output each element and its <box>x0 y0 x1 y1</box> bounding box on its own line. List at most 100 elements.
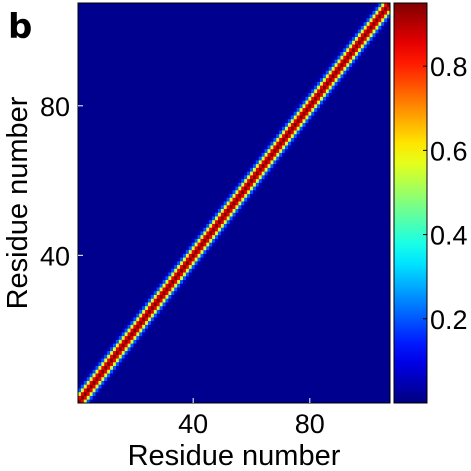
heatmap-cell <box>311 85 315 90</box>
heatmap-cell <box>293 111 298 116</box>
heatmap-cell <box>98 361 102 367</box>
heatmap-cell <box>267 156 271 161</box>
heatmap-cell <box>147 294 152 299</box>
heatmap-cell <box>145 309 149 314</box>
heatmap-cell <box>200 249 204 254</box>
heatmap-cell <box>244 189 248 195</box>
heatmap-cell <box>331 81 335 86</box>
heatmap-cell <box>156 294 161 299</box>
heatmap-cell <box>285 126 289 131</box>
x-tick-label: 80 <box>295 409 325 439</box>
heatmap-cell <box>276 141 280 146</box>
heatmap-cell <box>232 212 236 217</box>
heatmap-cell <box>296 115 301 120</box>
heatmap-cell <box>250 163 254 168</box>
heatmap-plot-area <box>77 2 391 404</box>
heatmap-cell <box>83 395 88 400</box>
heatmap-cell <box>322 81 327 86</box>
heatmap-cell <box>153 287 158 292</box>
heatmap-cell <box>121 354 126 359</box>
heatmap-cell <box>375 17 379 23</box>
heatmap-cell <box>226 219 231 224</box>
heatmap-cell <box>311 115 315 120</box>
heatmap-cell <box>92 384 96 389</box>
heatmap-cell <box>372 6 376 11</box>
heatmap-cell <box>340 77 344 82</box>
heatmap-cell <box>340 51 344 56</box>
heatmap-cell <box>86 384 91 389</box>
heatmap-cell <box>311 107 315 112</box>
heatmap-cell <box>78 384 82 389</box>
heatmap-cell <box>308 92 312 97</box>
heatmap-cell <box>343 59 347 64</box>
heatmap-cell <box>107 369 111 374</box>
heatmap-cell <box>212 227 216 232</box>
heatmap-cell <box>352 32 356 38</box>
heatmap-cell <box>273 133 277 138</box>
heatmap-cell <box>255 174 260 180</box>
heatmap-cell <box>220 223 225 228</box>
heatmap-cell <box>308 100 312 105</box>
heatmap-cell <box>360 40 365 45</box>
heatmap-cell <box>174 268 178 273</box>
heatmap-cell <box>139 335 143 340</box>
heatmap-cell <box>314 88 318 94</box>
heatmap-cell <box>150 298 155 303</box>
heatmap-cell <box>273 148 277 153</box>
heatmap-cell <box>212 223 216 228</box>
heatmap-cell <box>267 141 271 146</box>
heatmap-cell <box>115 365 120 370</box>
heatmap-cell <box>238 201 242 206</box>
heatmap-cell <box>206 231 210 236</box>
heatmap-cell <box>331 59 335 64</box>
heatmap-cell <box>107 365 111 370</box>
heatmap-cell <box>115 346 120 352</box>
heatmap-cell <box>107 346 111 352</box>
heatmap-cell <box>250 189 254 195</box>
heatmap-cell <box>121 339 126 344</box>
heatmap-cell <box>229 197 233 202</box>
heatmap-cell <box>182 260 187 266</box>
heatmap-cell <box>369 32 373 38</box>
heatmap-cell <box>232 216 236 221</box>
heatmap-cell <box>165 294 169 299</box>
heatmap-cell <box>226 208 231 213</box>
heatmap-cell <box>331 85 335 90</box>
heatmap-cell <box>130 317 134 322</box>
heatmap-cell <box>110 350 114 355</box>
heatmap-cell <box>217 208 222 213</box>
heatmap-cell <box>89 373 93 378</box>
heatmap-cell <box>229 204 233 210</box>
heatmap-cell <box>372 21 376 26</box>
heatmap-cell <box>89 391 93 396</box>
heatmap-cell <box>378 14 382 19</box>
heatmap-cell <box>258 174 263 180</box>
heatmap-cell <box>203 227 207 232</box>
heatmap-cell <box>112 354 117 359</box>
heatmap-cell <box>302 107 306 112</box>
heatmap-cell <box>107 373 111 378</box>
heatmap-cell <box>223 227 228 232</box>
heatmap-cell <box>92 388 96 393</box>
heatmap-cell <box>107 361 111 367</box>
heatmap-cell <box>346 70 350 75</box>
heatmap-cell <box>112 339 117 344</box>
heatmap-cell <box>188 249 193 254</box>
heatmap-cell <box>177 283 181 288</box>
heatmap-cell <box>279 141 283 146</box>
heatmap-cell <box>241 178 245 183</box>
heatmap-cell <box>127 324 131 329</box>
heatmap-cell <box>328 77 333 82</box>
heatmap-cell <box>293 130 298 135</box>
heatmap-cell <box>360 44 365 49</box>
heatmap-cell <box>258 171 263 176</box>
heatmap-cell <box>177 257 181 262</box>
heatmap-cell <box>124 350 128 355</box>
heatmap-cell <box>185 253 190 258</box>
heatmap-cell <box>247 167 251 172</box>
heatmap-cell <box>372 25 376 30</box>
heatmap-cell <box>238 204 242 210</box>
heatmap-cell <box>200 238 204 243</box>
heatmap-cell <box>212 212 216 217</box>
heatmap-cell <box>118 358 123 363</box>
